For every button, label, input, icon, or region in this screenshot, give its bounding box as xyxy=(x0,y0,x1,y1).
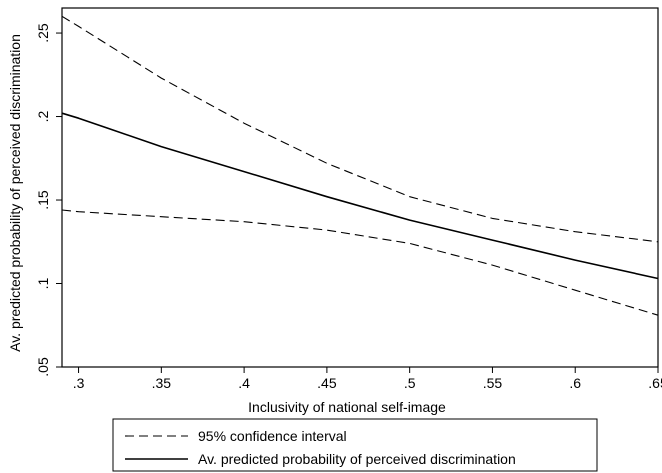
legend-label: 95% confidence interval xyxy=(198,428,347,444)
x-tick-label: .5 xyxy=(404,375,416,391)
x-tick-label: .65 xyxy=(648,375,662,391)
y-tick-label: .1 xyxy=(35,277,51,289)
plot-area-frame xyxy=(61,7,659,368)
x-tick-label: .4 xyxy=(238,375,250,391)
series-line-ci-upper xyxy=(61,15,659,243)
y-tick-label: .15 xyxy=(35,190,51,210)
series-line-predicted-probability xyxy=(61,112,659,280)
x-tick-label: .35 xyxy=(152,375,172,391)
y-axis-title: Av. predicted probability of perceived d… xyxy=(7,34,23,352)
y-tick-label: .2 xyxy=(35,110,51,122)
legend-box xyxy=(112,418,598,472)
x-tick-label: .45 xyxy=(317,375,337,391)
x-axis-title: Inclusivity of national self-image xyxy=(248,399,446,415)
x-tick-label: .3 xyxy=(73,375,85,391)
legend: 95% confidence interval Av. predicted pro… xyxy=(112,418,598,472)
series-line-ci-lower xyxy=(61,209,659,316)
x-tick-label: .55 xyxy=(483,375,503,391)
x-tick-label: .6 xyxy=(569,375,581,391)
y-tick-label: .05 xyxy=(35,357,51,377)
y-tick-label: .25 xyxy=(35,23,51,43)
legend-label: Av. predicted probability of perceived d… xyxy=(198,451,516,467)
